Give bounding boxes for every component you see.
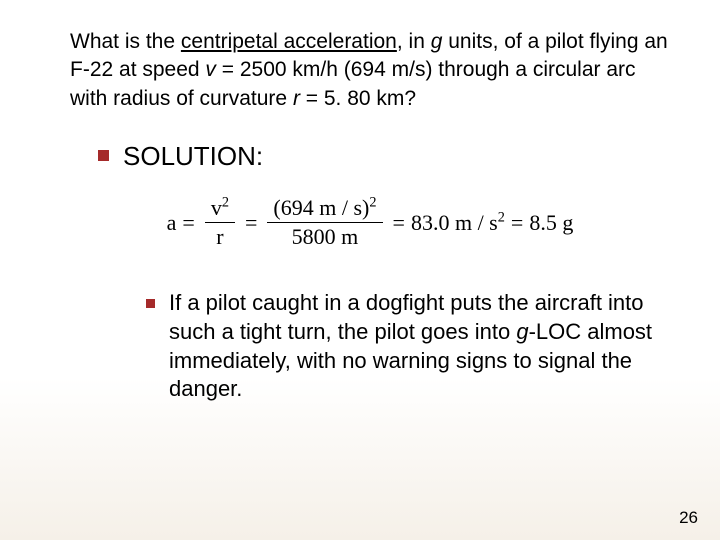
equals-icon: =	[511, 210, 523, 236]
equals-icon: =	[393, 210, 405, 236]
question-text: What is the centripetal acceleration, in…	[70, 28, 670, 113]
exponent-2: 2	[498, 209, 505, 225]
equals-icon: =	[245, 210, 257, 236]
question-g: g	[431, 30, 443, 53]
formula: a = v2 r = (694 m / s)2 5800 m = 83.0 m …	[167, 196, 574, 249]
question-mid1: , in	[397, 30, 431, 53]
formula-row: a = v2 r = (694 m / s)2 5800 m = 83.0 m …	[70, 196, 670, 249]
exponent-2: 2	[222, 195, 229, 211]
conclusion-g: g	[516, 319, 528, 344]
denominator-r: r	[210, 223, 229, 249]
result-ms2: 83.0 m / s2	[411, 210, 505, 236]
bullet-icon	[98, 150, 109, 161]
solution-label: SOLUTION:	[123, 141, 263, 172]
bullet-icon	[146, 299, 155, 308]
fraction-values: (694 m / s)2 5800 m	[267, 196, 382, 249]
question-mid4: = 5. 80 km?	[300, 87, 416, 110]
equals-icon: =	[182, 210, 194, 236]
conclusion-row: If a pilot caught in a dogfight puts the…	[146, 289, 660, 403]
numerator-value: (694 m / s)2	[267, 196, 382, 223]
solution-heading-row: SOLUTION:	[98, 141, 670, 172]
page-number: 26	[679, 508, 698, 528]
fraction-v2r: v2 r	[205, 196, 235, 249]
result-g: 8.5 g	[529, 210, 573, 236]
question-underlined: centripetal acceleration	[181, 30, 397, 53]
formula-a: a	[167, 210, 177, 236]
question-r: r	[293, 87, 300, 110]
question-prefix: What is the	[70, 30, 181, 53]
exponent-2: 2	[369, 195, 376, 211]
result1-text: 83.0 m / s	[411, 210, 498, 235]
num-val-text: (694 m / s)	[273, 195, 369, 220]
formula-v: v	[211, 195, 222, 220]
numerator-v2: v2	[205, 196, 235, 223]
conclusion-text: If a pilot caught in a dogfight puts the…	[169, 289, 660, 403]
denominator-value: 5800 m	[286, 223, 365, 249]
question-v: v	[205, 58, 216, 81]
